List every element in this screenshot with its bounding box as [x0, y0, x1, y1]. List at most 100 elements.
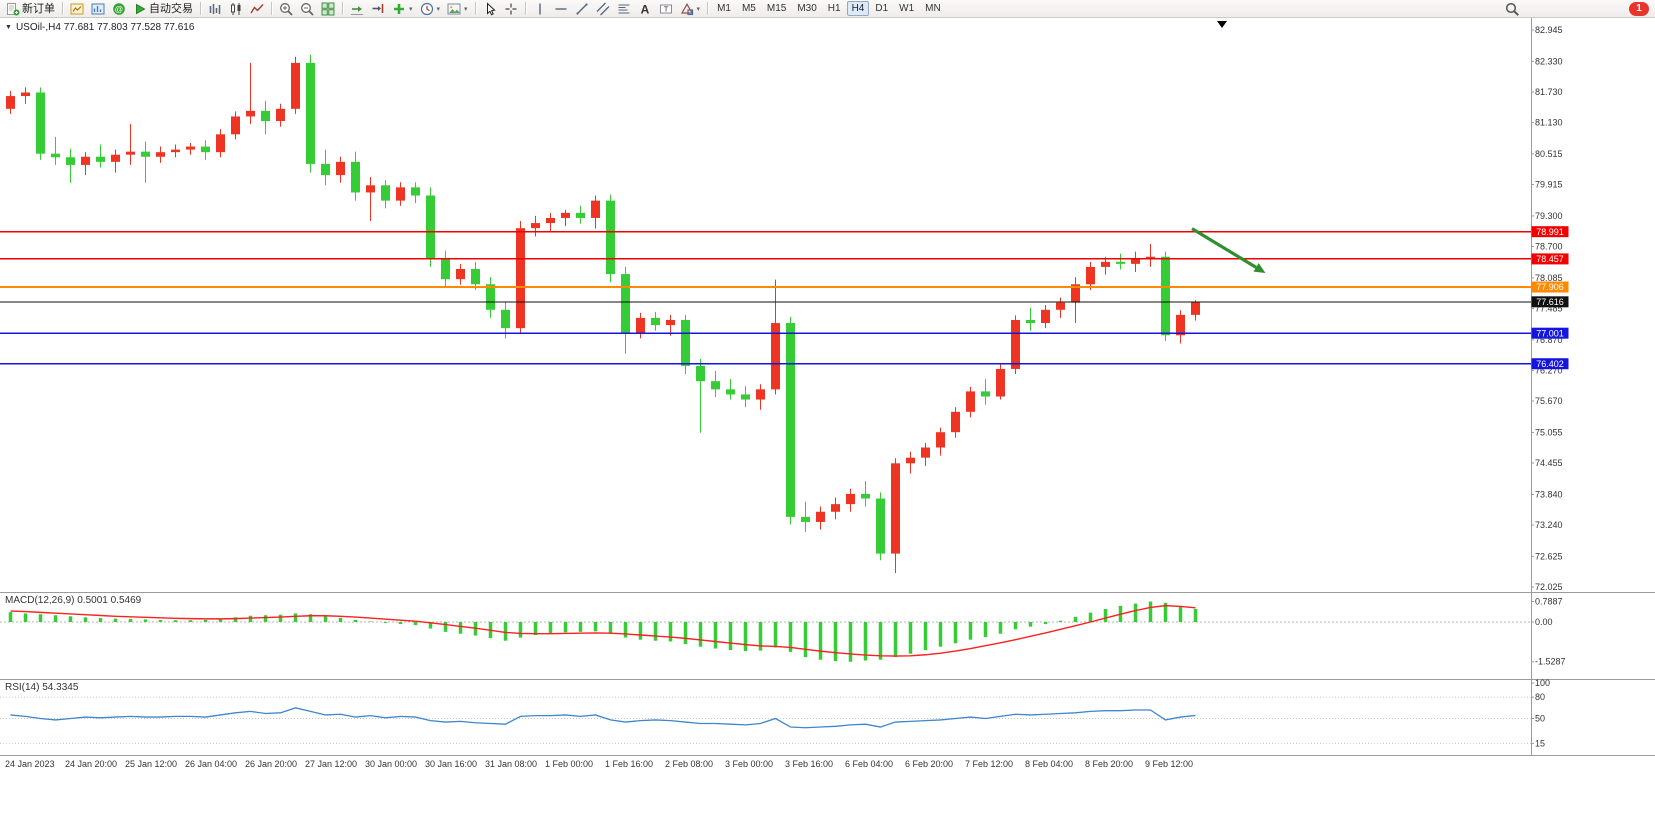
timeframe-M15-button[interactable]: M15	[766, 3, 787, 14]
svg-text:9 Feb 12:00: 9 Feb 12:00	[1145, 759, 1193, 769]
template-icon	[447, 2, 461, 16]
trendline-icon	[575, 2, 589, 16]
text-button[interactable]: A	[635, 1, 655, 17]
label-icon: T	[659, 2, 673, 16]
chart-shift-button[interactable]	[368, 1, 388, 17]
tile-windows-button[interactable]	[318, 1, 338, 17]
horizontal-line-button[interactable]	[551, 1, 571, 17]
new-chart-button[interactable]	[67, 1, 87, 17]
dropdown-caret-icon: ▾	[409, 5, 413, 13]
vertical-line-icon	[533, 2, 547, 16]
svg-text:8 Feb 04:00: 8 Feb 04:00	[1025, 759, 1073, 769]
timeframe-M5-button[interactable]: M5	[741, 3, 756, 14]
toolbar-separator	[62, 2, 63, 15]
crosshair-icon	[504, 2, 518, 16]
chart-window[interactable]: 82.945 82.330 81.730 81.130 80.515 79.915 79.3…	[0, 18, 1655, 821]
svg-text:7 Feb 12:00: 7 Feb 12:00	[965, 759, 1013, 769]
fibonacci-button[interactable]	[614, 1, 634, 17]
svg-text:0.00: 0.00	[1535, 617, 1553, 627]
community-icon: @	[112, 2, 126, 16]
macd-histogram	[8, 601, 1198, 662]
channel-button[interactable]	[593, 1, 613, 17]
new-order-button[interactable]: 新订单	[3, 1, 58, 17]
arrows-button[interactable]: ▾	[677, 1, 704, 17]
svg-text:30 Jan 00:00: 30 Jan 00:00	[365, 759, 417, 769]
timeframe-W1-button[interactable]: W1	[899, 3, 915, 14]
label-button[interactable]: T	[656, 1, 676, 17]
svg-text:80.515: 80.515	[1535, 149, 1563, 159]
svg-text:26 Jan 20:00: 26 Jan 20:00	[245, 759, 297, 769]
svg-text:2 Feb 08:00: 2 Feb 08:00	[665, 759, 713, 769]
toolbar-separator	[524, 2, 526, 15]
chart-shift-marker[interactable]	[1217, 21, 1227, 28]
market-watch-button[interactable]	[88, 1, 108, 17]
indicators-button[interactable]: ▾	[389, 1, 416, 17]
macd-axis[interactable]: 0.7887 0.00 -1.5287	[1531, 596, 1566, 667]
timeframe-H1-button[interactable]: H1	[827, 3, 841, 14]
price-level-badge	[1531, 327, 1569, 339]
svg-text:78.085: 78.085	[1535, 273, 1563, 283]
shapes-icon	[680, 2, 694, 16]
time-axis[interactable]: 24 Jan 2023 24 Jan 20:00 25 Jan 12:00 26 Ja…	[5, 759, 1193, 769]
dropdown-caret-icon: ▾	[464, 5, 468, 13]
search-button[interactable]	[1502, 1, 1522, 17]
price-axis[interactable]: 82.945 82.330 81.730 81.130 80.515 79.915 79.3…	[1531, 25, 1563, 592]
auto-trading-icon	[133, 2, 147, 16]
timeframe-D1-button[interactable]: D1	[875, 3, 889, 14]
horizontal-line-icon	[554, 2, 568, 16]
bar-chart-icon	[208, 2, 222, 16]
auto-scroll-icon	[350, 2, 364, 16]
timeframe-MN-button[interactable]: MN	[925, 3, 941, 14]
auto-scroll-button[interactable]	[347, 1, 367, 17]
notification-badge[interactable]: 1	[1629, 1, 1649, 16]
price-level-badge	[1531, 226, 1569, 238]
timeframe-M1-button[interactable]: M1	[717, 3, 731, 14]
svg-text:1 Feb 16:00: 1 Feb 16:00	[605, 759, 653, 769]
toolbar-separator	[707, 2, 709, 15]
auto-trading-button[interactable]: 自动交易	[130, 1, 196, 17]
vertical-line-button[interactable]	[530, 1, 550, 17]
svg-text:75.670: 75.670	[1535, 396, 1563, 406]
rsi-line	[10, 707, 1196, 729]
fibonacci-icon	[617, 2, 631, 16]
svg-text:73.240: 73.240	[1535, 520, 1563, 530]
toolbar-separator	[342, 2, 343, 15]
svg-text:24 Jan 20:00: 24 Jan 20:00	[65, 759, 117, 769]
svg-text:82.945: 82.945	[1535, 25, 1563, 35]
svg-text:72.625: 72.625	[1535, 551, 1563, 561]
svg-text:6 Feb 04:00: 6 Feb 04:00	[845, 759, 893, 769]
timeframe-M30-button[interactable]: M30	[797, 3, 817, 14]
svg-text:0.7887: 0.7887	[1535, 596, 1563, 606]
svg-text:78.457: 78.457	[1536, 254, 1564, 264]
zoom-in-button[interactable]	[276, 1, 296, 17]
timeframe-H4-button[interactable]: H4	[846, 1, 870, 16]
bar-chart-mode-button[interactable]	[205, 1, 225, 17]
new-chart-icon	[70, 2, 84, 16]
trend-arrow[interactable]	[1191, 227, 1257, 269]
rsi-axis[interactable]: 100 80 50 15	[1531, 678, 1550, 748]
zoom-out-button[interactable]	[297, 1, 317, 17]
templates-button[interactable]: ▾	[444, 1, 471, 17]
candlestick-series	[6, 54, 1200, 573]
svg-text:@: @	[115, 3, 124, 13]
dropdown-caret-icon: ▾	[696, 5, 701, 13]
svg-text:78.991: 78.991	[1536, 227, 1564, 237]
svg-text:77.906: 77.906	[1536, 282, 1564, 292]
periods-button[interactable]: ▾	[417, 1, 444, 17]
svg-text:81.730: 81.730	[1535, 87, 1563, 97]
price-chart-canvas[interactable]: 82.945 82.330 81.730 81.130 80.515 79.915 79.3…	[0, 18, 1655, 821]
horizontal-lines: 78.991 78.457 77.906 77.616 77.001 76.402	[0, 226, 1569, 370]
svg-text:79.300: 79.300	[1535, 211, 1563, 221]
channel-icon	[596, 2, 610, 16]
community-button[interactable]: @	[109, 1, 129, 17]
trendline-button[interactable]	[572, 1, 592, 17]
svg-text:76.270: 76.270	[1535, 365, 1563, 375]
svg-text:100: 100	[1535, 678, 1550, 688]
svg-text:26 Jan 04:00: 26 Jan 04:00	[185, 759, 237, 769]
candlestick-mode-button[interactable]	[226, 1, 246, 17]
line-chart-mode-button[interactable]	[247, 1, 267, 17]
cursor-button[interactable]	[480, 1, 500, 17]
crosshair-button[interactable]	[501, 1, 521, 17]
symbol-collapse-icon[interactable]: ▼	[5, 24, 12, 31]
svg-text:27 Jan 12:00: 27 Jan 12:00	[305, 759, 357, 769]
